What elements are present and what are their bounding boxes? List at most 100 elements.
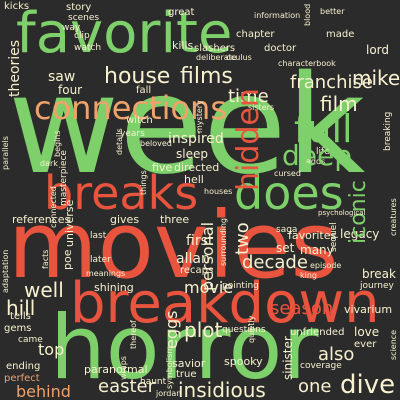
word-franchise: franchise xyxy=(290,72,373,93)
word-love: love xyxy=(354,325,380,339)
word-horror: horror xyxy=(50,296,319,399)
word-details: details xyxy=(115,128,124,155)
word-week: week xyxy=(8,47,366,205)
word-symbolism: symbolism xyxy=(165,345,174,389)
word-doctor: doctor xyxy=(264,43,297,54)
word-years: years xyxy=(120,129,145,139)
word-episode: episode xyxy=(310,261,342,270)
word-hidden: hidden xyxy=(231,88,266,191)
word-vivarium: vivarium xyxy=(344,303,393,316)
word-hill: hill xyxy=(6,296,36,320)
word-first: first xyxy=(186,233,214,249)
word-life: life xyxy=(316,147,330,157)
word-unfriended: unfriended xyxy=(290,327,345,338)
word-movie: movie xyxy=(184,278,234,297)
word-deliberate: deliberate xyxy=(196,53,237,62)
word-wraps: wraps xyxy=(119,356,128,380)
word-break: break xyxy=(362,267,396,281)
word-three: three xyxy=(160,213,190,226)
word-clip: clip xyxy=(74,31,90,41)
word-blood: blood xyxy=(303,3,312,26)
word-theories: theories xyxy=(7,39,23,97)
word-recaps: recaps xyxy=(180,265,214,276)
word-poe: poe xyxy=(61,249,74,270)
word-full: full xyxy=(294,107,353,151)
word-meanings: meanings xyxy=(86,269,126,278)
word-gems: gems xyxy=(4,323,32,334)
word-cursed: cursed xyxy=(274,169,301,178)
word-gives: gives xyxy=(110,213,140,226)
word-things: things xyxy=(139,170,148,195)
word-film: film xyxy=(320,92,358,116)
word-begins: begins xyxy=(53,130,62,157)
word-does: does xyxy=(234,166,344,220)
word-references: references xyxy=(12,213,71,226)
word-personal: personal xyxy=(198,221,217,291)
word-scenes: scenes xyxy=(68,13,100,23)
word-sequel: sequel xyxy=(329,222,339,252)
word-journey: journey xyxy=(360,281,394,291)
word-many: many xyxy=(300,243,334,257)
word-paranormal: paranormal xyxy=(84,363,148,376)
word-better: better xyxy=(320,7,345,16)
word-also: also xyxy=(318,344,355,365)
word-came: came xyxy=(18,335,43,345)
word-time: time xyxy=(228,86,269,107)
word-saw: saw xyxy=(48,69,76,85)
word-connected: connected xyxy=(49,186,58,228)
word-four: four xyxy=(58,83,83,97)
word-mike: mike xyxy=(352,66,400,90)
word-psychological: psychological xyxy=(318,209,366,217)
word-legacy: legacy xyxy=(340,227,380,241)
word-king: king xyxy=(300,271,318,280)
word-facts: facts xyxy=(41,249,50,269)
word-decade: decade xyxy=(242,252,308,273)
word-houses: houses xyxy=(204,187,233,196)
word-characterbook: characterbook xyxy=(278,59,336,68)
word-behind: behind xyxy=(16,382,71,400)
word-films: films xyxy=(180,64,233,89)
word-information: information xyxy=(254,11,301,20)
word-deep: deep xyxy=(282,139,352,172)
word-coverage: coverage xyxy=(300,361,342,371)
word-story: story xyxy=(66,2,92,13)
word-mystery: mystery xyxy=(195,100,204,133)
word-connections: connections xyxy=(34,89,227,127)
word-questions: questions xyxy=(222,325,266,335)
word-directed: directed xyxy=(174,161,220,174)
word-creatures: creatures xyxy=(389,198,398,236)
word-insidious: insidious xyxy=(178,378,266,400)
word-tells: tells xyxy=(10,311,31,322)
word-way: way xyxy=(62,23,81,33)
word-parallels: parallels xyxy=(1,136,10,170)
word-breakdown: breakdown xyxy=(70,271,380,336)
word-adaptation: adaptation xyxy=(1,249,10,293)
word-beloved: beloved xyxy=(140,139,172,148)
word-season: season xyxy=(270,298,334,319)
word-shining: shining xyxy=(94,281,134,294)
word-later: later xyxy=(90,255,111,265)
word-slashers: slashers xyxy=(194,43,236,54)
word-universe: universe xyxy=(63,199,76,247)
word-science: science xyxy=(389,329,398,360)
word-sinister: sinister xyxy=(281,336,295,380)
word-last: last xyxy=(90,231,107,241)
word-hell: hell xyxy=(184,173,204,186)
word-easter: easter xyxy=(98,376,156,397)
word-sisters: sisters xyxy=(248,103,275,112)
word-five: five xyxy=(152,161,173,174)
word-one: one xyxy=(298,376,332,397)
word-oculus: oculus xyxy=(226,53,252,62)
word-saga: saga xyxy=(276,225,298,235)
word-witch: witch xyxy=(126,115,153,126)
word-surrounding: surrounding xyxy=(219,218,228,266)
word-plot: plot xyxy=(184,318,223,342)
word-savior: savior xyxy=(172,357,206,370)
word-quietly: quietly xyxy=(247,315,256,343)
word-lord: lord xyxy=(366,43,390,57)
word-breaking: breaking xyxy=(383,111,393,151)
word-well: well xyxy=(24,278,64,302)
word-kills: kills xyxy=(172,39,194,52)
word-allan: allan xyxy=(176,251,210,267)
